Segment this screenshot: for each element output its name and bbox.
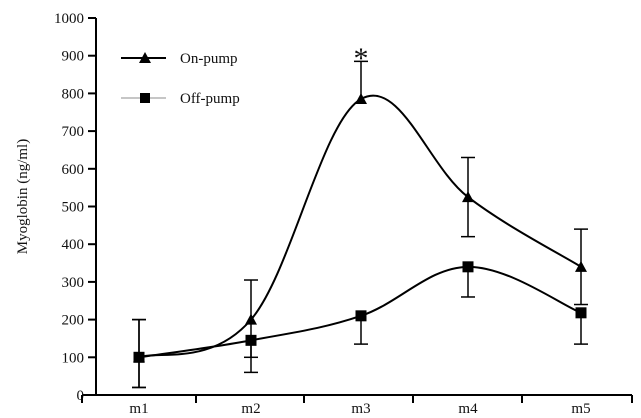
- data-point: [355, 93, 367, 105]
- x-tick-label: m1: [129, 401, 148, 417]
- x-tick-label: m3: [351, 401, 370, 417]
- data-point: [245, 313, 257, 325]
- data-point: [462, 191, 474, 203]
- y-tick-label: 600: [62, 162, 85, 178]
- y-tick-label: 300: [62, 275, 85, 291]
- data-point: [575, 307, 587, 319]
- y-tick-label: 800: [62, 86, 85, 102]
- data-point: [245, 334, 257, 346]
- y-axis-title: Myoglobin (ng/ml): [15, 139, 31, 254]
- y-tick-label: 200: [62, 313, 85, 329]
- y-tick-label: 400: [62, 237, 85, 253]
- significance-asterisk: *: [354, 42, 369, 75]
- legend-item-off-pump: Off-pump: [121, 91, 240, 107]
- y-tick-label: 700: [62, 124, 85, 140]
- legend-label: On-pump: [180, 51, 238, 67]
- legend-label: Off-pump: [180, 91, 240, 107]
- y-tick-label: 500: [62, 200, 85, 216]
- series-layer: [132, 60, 588, 389]
- annotation-layer: *: [354, 42, 369, 75]
- x-tick-label: m5: [571, 401, 590, 417]
- legend-marker: [139, 52, 151, 63]
- series-off-pump: [132, 261, 588, 389]
- data-point: [133, 351, 145, 363]
- y-tick-label: 0: [77, 388, 85, 404]
- data-point: [575, 260, 587, 272]
- legend-item-on-pump: On-pump: [121, 51, 238, 67]
- data-point: [355, 310, 367, 322]
- y-tick-label: 900: [62, 49, 85, 65]
- x-tick-label: m4: [458, 401, 478, 417]
- legend: On-pump Off-pump: [121, 51, 240, 107]
- y-tick-label: 100: [62, 350, 85, 366]
- x-ticks: m1 m2 m3 m4 m5: [81, 395, 633, 417]
- y-tick-label: 1000: [54, 11, 84, 27]
- data-point: [462, 261, 474, 273]
- x-tick-label: m2: [241, 401, 260, 417]
- legend-marker: [140, 93, 150, 103]
- series-on-pump: [132, 60, 588, 389]
- y-ticks: 0 100 200 300 400 500 600 700 800 900 1000: [54, 11, 96, 404]
